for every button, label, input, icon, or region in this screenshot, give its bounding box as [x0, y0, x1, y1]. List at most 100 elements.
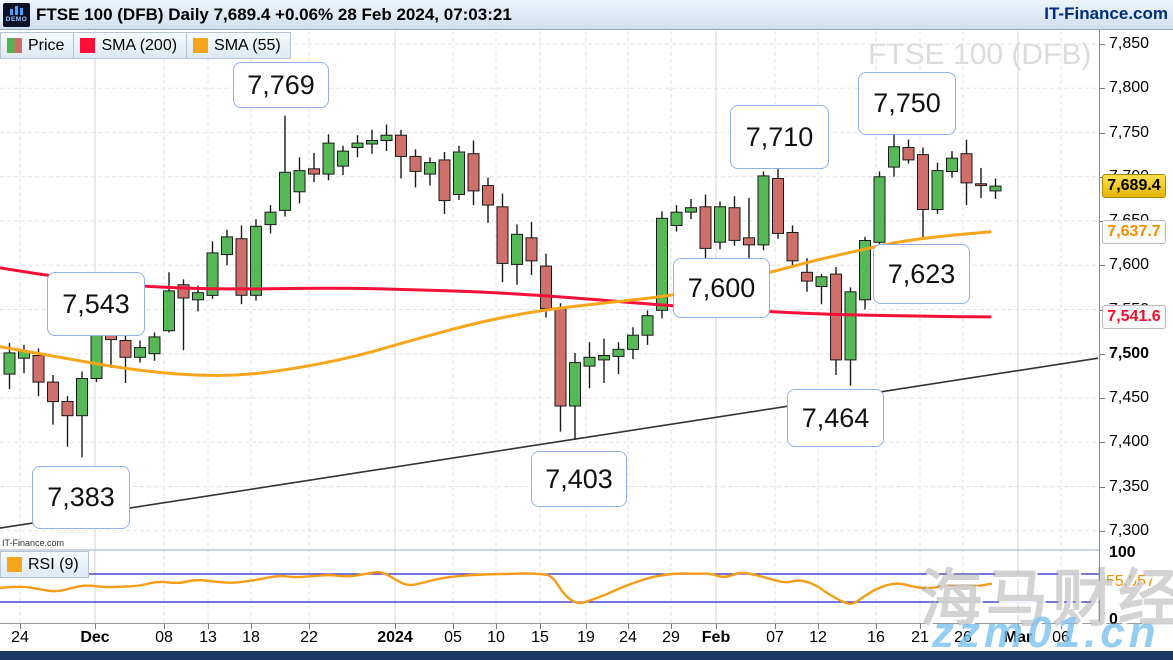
price-axis[interactable]: 7,8507,8007,7507,7007,6507,6007,5507,500… — [1099, 30, 1173, 628]
candle[interactable] — [960, 139, 973, 206]
candle[interactable] — [366, 129, 378, 154]
candle[interactable] — [496, 193, 509, 283]
time-tick-label: 22 — [300, 629, 318, 646]
candle[interactable] — [47, 375, 59, 425]
candle[interactable] — [134, 340, 146, 363]
candle[interactable] — [337, 145, 349, 175]
candle[interactable] — [844, 287, 857, 386]
candle[interactable] — [279, 115, 291, 217]
time-tick-label: 06 — [1052, 629, 1070, 646]
time-tick-label: 07 — [766, 629, 784, 646]
candle[interactable] — [554, 303, 567, 432]
price-annotation: 7,769 — [233, 62, 329, 108]
time-tick-label: 26 — [954, 629, 972, 646]
rsi-axis-bottom: 0 — [1109, 611, 1118, 628]
candle[interactable] — [438, 152, 451, 214]
time-axis[interactable]: 24 Dec 08 13 18 22 2024 05 10 15 19 24 29 Feb 07 12 16 21… — [0, 623, 1173, 651]
candle[interactable] — [424, 157, 436, 186]
candle[interactable] — [757, 171, 770, 251]
candle[interactable] — [583, 342, 596, 389]
candle[interactable] — [409, 149, 422, 188]
candle[interactable] — [293, 157, 306, 204]
legend-sma200[interactable]: SMA (200) — [73, 32, 188, 59]
candle[interactable] — [264, 205, 277, 234]
candle[interactable] — [714, 201, 726, 250]
candle[interactable] — [830, 267, 842, 375]
candle[interactable] — [931, 162, 944, 214]
candle[interactable] — [612, 342, 625, 375]
mini-candles-icon — [10, 6, 23, 15]
time-tick-label: 15 — [531, 629, 549, 646]
candle[interactable] — [728, 196, 741, 246]
candle[interactable] — [3, 343, 16, 390]
candle[interactable] — [119, 335, 132, 383]
legend-price-label: Price — [28, 36, 65, 54]
cn-watermark: 海马财经 — [920, 565, 1173, 634]
legend-price[interactable]: Price — [0, 32, 75, 59]
candle[interactable] — [685, 198, 697, 220]
candle[interactable] — [627, 327, 639, 360]
time-tick — [496, 624, 497, 629]
candle[interactable] — [989, 178, 1002, 199]
candle[interactable] — [815, 274, 828, 305]
price-legend: Price SMA (200) SMA (55) — [0, 32, 291, 59]
time-tick-label: 10 — [487, 629, 505, 646]
candle[interactable] — [322, 134, 335, 181]
candle[interactable] — [482, 177, 494, 223]
candle[interactable] — [917, 147, 929, 240]
time-tick — [920, 624, 921, 629]
candle[interactable] — [975, 167, 987, 198]
candle[interactable] — [598, 338, 610, 383]
candle[interactable] — [76, 371, 88, 458]
candle[interactable] — [380, 124, 393, 152]
sma55-line — [0, 230, 992, 377]
bottom-bar — [0, 651, 1173, 660]
brand-link[interactable]: IT-Finance.com — [1044, 4, 1168, 23]
price-tick-label: 7,300 — [1109, 522, 1150, 539]
candle[interactable] — [699, 194, 712, 260]
price-tick — [1100, 354, 1105, 355]
candle[interactable] — [786, 225, 799, 267]
time-tick-label: Mar — [1003, 629, 1033, 646]
time-tick — [540, 624, 541, 629]
candle[interactable] — [308, 152, 320, 183]
candle[interactable] — [250, 219, 262, 301]
time-tick-label: 05 — [444, 629, 462, 646]
candle[interactable] — [395, 129, 407, 179]
time-tick — [309, 624, 310, 629]
candle[interactable] — [569, 352, 581, 440]
rsi-line — [0, 571, 993, 605]
candle[interactable] — [351, 135, 364, 158]
candle[interactable] — [148, 332, 161, 361]
price-annotation: 7,464 — [787, 389, 884, 447]
rsi-legend: RSI (9) — [0, 551, 89, 578]
candle[interactable] — [670, 205, 683, 232]
candle[interactable] — [888, 132, 900, 177]
candle[interactable] — [946, 151, 958, 178]
candle[interactable] — [743, 198, 755, 260]
candle[interactable] — [467, 140, 480, 206]
time-tick — [775, 624, 776, 629]
candle[interactable] — [525, 221, 538, 275]
legend-sma55[interactable]: SMA (55) — [186, 32, 291, 59]
site-note: IT-Finance.com — [2, 538, 65, 548]
legend-rsi[interactable]: RSI (9) — [0, 551, 89, 578]
candle[interactable] — [641, 310, 654, 345]
candle[interactable] — [177, 279, 190, 351]
candle[interactable] — [902, 139, 915, 164]
candle[interactable] — [656, 211, 668, 319]
time-tick-label: Feb — [701, 629, 731, 646]
price-tick-label: 7,600 — [1109, 256, 1150, 273]
candle[interactable] — [511, 224, 523, 285]
candle[interactable] — [32, 348, 45, 397]
candle[interactable] — [61, 396, 74, 447]
candle[interactable] — [235, 225, 248, 305]
time-tick-label: 12 — [809, 629, 827, 646]
candle[interactable] — [873, 171, 886, 248]
candle[interactable] — [540, 253, 552, 318]
candle[interactable] — [221, 229, 233, 266]
candle[interactable] — [163, 272, 175, 333]
candle[interactable] — [453, 145, 465, 200]
candle[interactable] — [772, 166, 784, 239]
